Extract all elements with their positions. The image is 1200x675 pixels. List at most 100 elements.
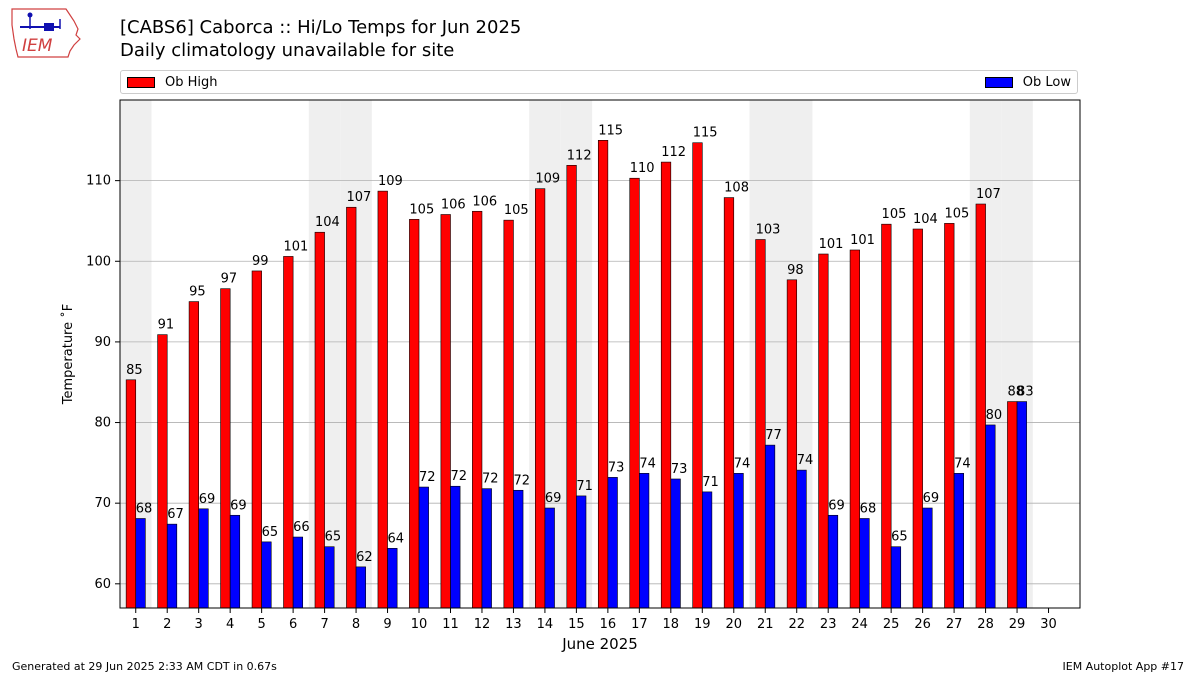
- chart-subtitle: Daily climatology unavailable for site: [120, 40, 455, 61]
- bar-high: [849, 249, 860, 609]
- bar-high: [251, 270, 262, 609]
- footer-app: IEM Autoplot App #17: [1062, 660, 1185, 673]
- weekend-band: [560, 100, 593, 608]
- x-tick-label: 9: [383, 617, 391, 632]
- weekend-band: [969, 100, 1002, 608]
- bar-label-low: 69: [545, 491, 562, 506]
- x-tick-label: 5: [257, 617, 265, 632]
- x-tick-label: 18: [663, 617, 680, 632]
- bar-high: [125, 379, 137, 609]
- bar-high: [440, 214, 451, 609]
- x-tick-label: 23: [820, 617, 837, 632]
- bar-label-low: 73: [671, 462, 688, 477]
- bar-low: [922, 507, 933, 609]
- bar-label-low: 74: [734, 456, 751, 471]
- bar-label-low: 62: [356, 550, 373, 565]
- bar-label-high: 104: [315, 215, 340, 230]
- x-tick-label: 22: [788, 617, 805, 632]
- bar-low: [796, 469, 807, 609]
- bar-label-high: 109: [535, 172, 560, 187]
- bar-low: [670, 478, 681, 609]
- bar-low: [481, 488, 492, 609]
- x-tick-label: 1: [132, 617, 140, 632]
- bar-low: [607, 477, 618, 609]
- bar-label-low: 65: [262, 525, 279, 540]
- bar-high: [409, 219, 420, 609]
- bar-label-high: 95: [189, 285, 206, 300]
- bar-high: [283, 256, 294, 609]
- bar-label-high: 106: [472, 194, 497, 209]
- bar-label-low: 64: [388, 531, 405, 546]
- bar-label-low: 65: [325, 530, 342, 545]
- bar-label-high: 101: [284, 239, 309, 254]
- bar-low: [639, 473, 650, 609]
- weekend-band: [340, 100, 372, 608]
- bar-low: [292, 536, 304, 609]
- bar-label-low: 74: [797, 453, 814, 468]
- bar-low: [166, 523, 178, 609]
- bar-low: [198, 508, 209, 609]
- x-tick-label: 12: [474, 617, 491, 632]
- x-tick-label: 15: [568, 617, 585, 632]
- legend-swatch-high: [127, 77, 155, 88]
- bar-low: [355, 566, 366, 609]
- x-tick-label: 4: [226, 617, 234, 632]
- bar-label-low: 74: [639, 456, 656, 471]
- bar-low: [733, 473, 744, 609]
- bar-high: [818, 253, 829, 609]
- bar-high: [188, 301, 199, 609]
- bar-label-high: 101: [850, 233, 875, 248]
- bar-label-high: 112: [661, 145, 686, 160]
- bar-label-high: 88: [1007, 385, 1024, 400]
- bar-low: [513, 489, 524, 609]
- bar-low: [229, 514, 241, 609]
- bar-label-low: 67: [167, 507, 184, 522]
- weekend-band: [1001, 100, 1033, 608]
- bar-high: [157, 334, 168, 609]
- y-tick-label: 110: [86, 174, 111, 189]
- bar-low: [953, 473, 964, 609]
- bar-low: [576, 495, 587, 609]
- x-tick-label: 13: [505, 617, 522, 632]
- bar-low: [324, 546, 335, 609]
- bar-label-high: 115: [693, 126, 718, 141]
- weekend-band: [308, 100, 341, 608]
- bar-low: [859, 518, 870, 609]
- bar-label-low: 69: [828, 498, 845, 513]
- bar-high: [629, 177, 640, 609]
- x-tick-label: 25: [883, 617, 900, 632]
- weekend-band: [749, 100, 781, 608]
- x-axis: 1 2 3 4 5 6 7 8 9 10 11 12 13 14 15 16 17 18 19 20 21 22 23 24 2…: [132, 608, 1057, 632]
- x-tick-label: 17: [631, 617, 648, 632]
- bar-high: [346, 206, 357, 609]
- bar-label-high: 108: [724, 181, 749, 196]
- bar-label-low: 68: [136, 501, 153, 516]
- bar-label-low: 69: [230, 498, 247, 513]
- bar-high: [377, 190, 388, 609]
- legend: Ob High Ob Low: [120, 70, 1078, 94]
- bars: [125, 140, 1027, 609]
- bar-low: [135, 518, 146, 609]
- bar-label-low: 72: [450, 469, 467, 484]
- grid-lines: [120, 180, 1080, 585]
- bar-high: [503, 219, 514, 609]
- bar-low: [1016, 401, 1027, 609]
- bar-high: [660, 161, 672, 609]
- weekend-bands: [120, 100, 1033, 608]
- bar-label-low: 69: [199, 492, 216, 507]
- chart-title: [CABS6] Caborca :: Hi/Lo Temps for Jun 2…: [120, 17, 522, 38]
- y-axis: 60 70 80 90 100 110: [86, 174, 120, 592]
- legend-item-high: Ob High: [127, 75, 218, 90]
- y-tick-label: 100: [86, 254, 111, 269]
- x-tick-label: 28: [977, 617, 994, 632]
- bar-low: [701, 491, 713, 609]
- bar-labels: 85 91 95 97 99 101 104 107 109 105 106 106 105 109 112…: [126, 123, 1033, 565]
- x-tick-label: 26: [914, 617, 931, 632]
- bar-label-high: 85: [126, 363, 143, 378]
- bar-label-low: 72: [513, 473, 530, 488]
- bar-low: [890, 546, 902, 609]
- bar-label-low: 71: [702, 475, 719, 490]
- bar-low: [827, 514, 839, 609]
- x-tick-label: 29: [1009, 617, 1026, 632]
- bar-label-low: 72: [419, 470, 436, 485]
